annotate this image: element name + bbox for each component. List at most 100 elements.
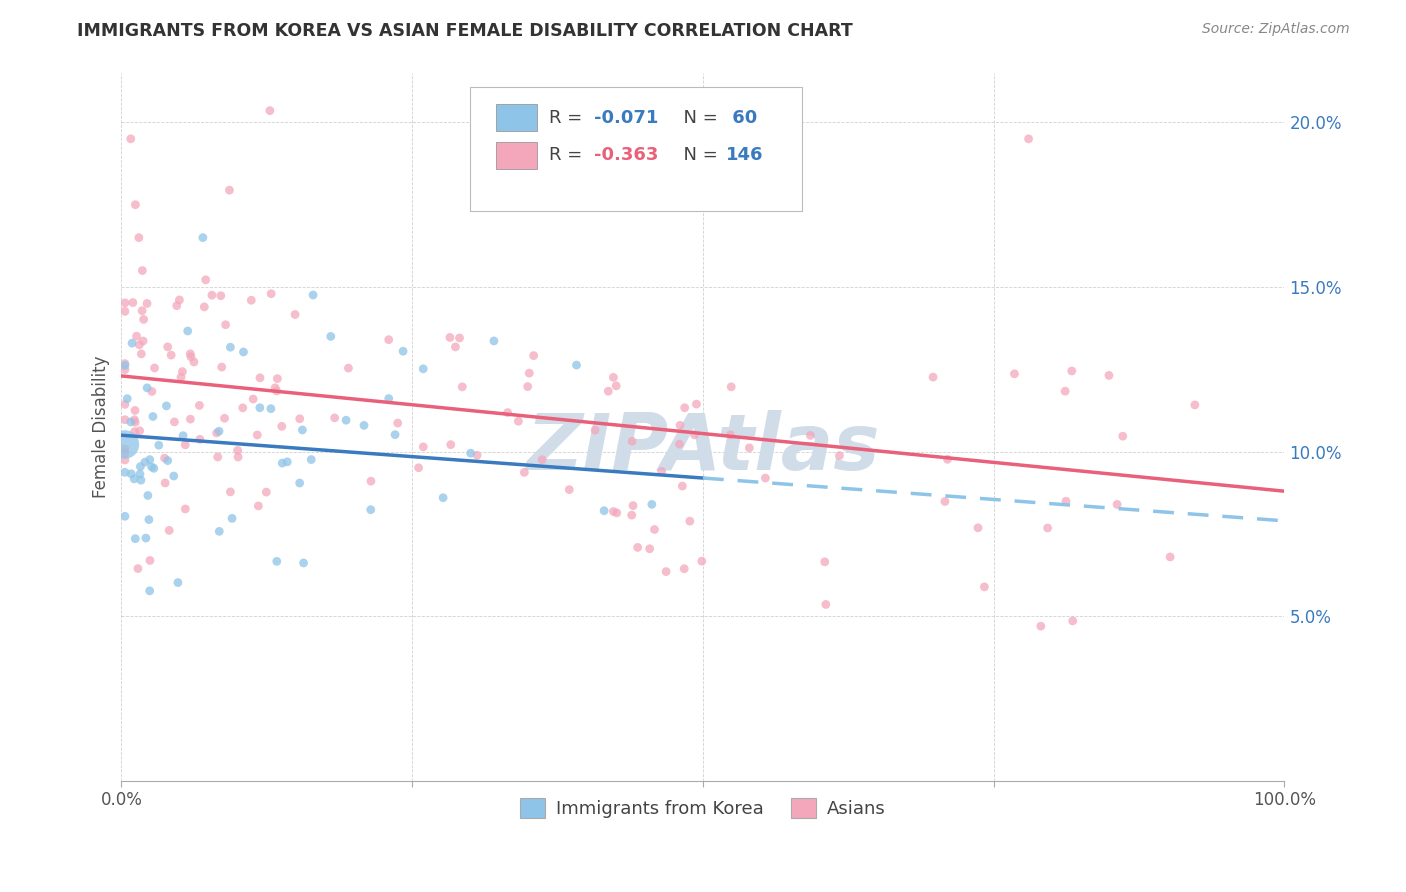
Point xyxy=(602,370,624,384)
Text: R =: R = xyxy=(550,146,589,164)
Point xyxy=(685,397,707,411)
Point xyxy=(432,491,454,505)
Point xyxy=(193,300,215,314)
Point xyxy=(335,413,357,427)
Point xyxy=(132,334,155,348)
Point xyxy=(194,273,217,287)
Text: N =: N = xyxy=(672,146,723,164)
Point xyxy=(638,541,661,556)
Point xyxy=(387,416,409,430)
Point xyxy=(121,336,143,351)
Point xyxy=(170,370,193,384)
Point xyxy=(643,523,665,537)
Point xyxy=(138,513,160,527)
Point xyxy=(114,412,136,426)
Point xyxy=(936,452,959,467)
Point xyxy=(131,263,153,277)
Point xyxy=(114,437,136,451)
Point xyxy=(124,197,146,211)
Point xyxy=(114,442,136,456)
Point xyxy=(155,399,177,413)
Point xyxy=(166,299,188,313)
Point xyxy=(157,524,180,538)
Point xyxy=(271,456,294,470)
Point xyxy=(605,379,627,393)
Point xyxy=(156,453,179,467)
Point xyxy=(392,344,415,359)
Point xyxy=(134,455,156,469)
Point xyxy=(440,437,463,451)
Point xyxy=(167,575,190,590)
Point xyxy=(124,532,146,546)
Text: 60: 60 xyxy=(725,109,758,127)
Point xyxy=(247,499,270,513)
Point xyxy=(412,361,434,376)
Point xyxy=(114,397,136,411)
Point xyxy=(180,350,202,364)
Point xyxy=(131,347,153,361)
Point xyxy=(360,502,382,516)
Point xyxy=(814,598,837,612)
Point xyxy=(120,415,142,429)
Point xyxy=(246,428,269,442)
Point xyxy=(124,403,146,417)
Point xyxy=(139,452,162,467)
Point xyxy=(141,459,163,474)
Point xyxy=(738,441,761,455)
Point xyxy=(114,509,136,524)
Point xyxy=(260,401,283,416)
Point xyxy=(208,524,231,539)
Point xyxy=(655,565,678,579)
Point xyxy=(142,461,165,475)
Point xyxy=(828,449,851,463)
Point xyxy=(973,580,995,594)
Point xyxy=(934,494,956,508)
Point xyxy=(720,380,742,394)
Point xyxy=(291,423,314,437)
Text: ZIPAtlas: ZIPAtlas xyxy=(526,410,880,486)
Point xyxy=(124,425,146,439)
Point xyxy=(232,345,254,359)
Point xyxy=(259,103,281,118)
Text: IMMIGRANTS FROM KOREA VS ASIAN FEMALE DISABILITY CORRELATION CHART: IMMIGRANTS FROM KOREA VS ASIAN FEMALE DI… xyxy=(77,22,853,40)
Point xyxy=(621,499,644,513)
Point xyxy=(439,330,461,344)
Point xyxy=(136,488,159,502)
Point xyxy=(288,411,311,425)
Point xyxy=(516,379,538,393)
Point xyxy=(114,304,136,318)
Point xyxy=(508,414,530,428)
Text: -0.071: -0.071 xyxy=(593,109,658,127)
Point xyxy=(249,401,271,415)
Point xyxy=(188,433,211,447)
Point xyxy=(444,340,467,354)
Point xyxy=(627,541,650,555)
Point xyxy=(254,485,277,500)
Point xyxy=(177,324,200,338)
Point xyxy=(620,508,643,522)
Point xyxy=(671,479,693,493)
Point xyxy=(683,428,706,442)
Point xyxy=(1036,521,1059,535)
Point xyxy=(129,467,152,481)
Point xyxy=(249,371,271,385)
Point xyxy=(143,361,166,376)
Point xyxy=(205,425,228,440)
Point xyxy=(565,358,588,372)
Point xyxy=(460,446,482,460)
Point xyxy=(128,230,150,244)
Point xyxy=(583,423,606,437)
Point xyxy=(117,392,139,406)
Point xyxy=(408,460,430,475)
Text: -0.363: -0.363 xyxy=(593,146,658,164)
Point xyxy=(219,340,242,354)
Point xyxy=(232,401,254,415)
Point xyxy=(125,329,148,343)
Point xyxy=(124,413,146,427)
Point xyxy=(1054,384,1077,399)
Point xyxy=(1107,497,1129,511)
Point xyxy=(122,295,145,310)
Point xyxy=(523,349,546,363)
Point xyxy=(264,381,287,395)
Point xyxy=(209,289,232,303)
